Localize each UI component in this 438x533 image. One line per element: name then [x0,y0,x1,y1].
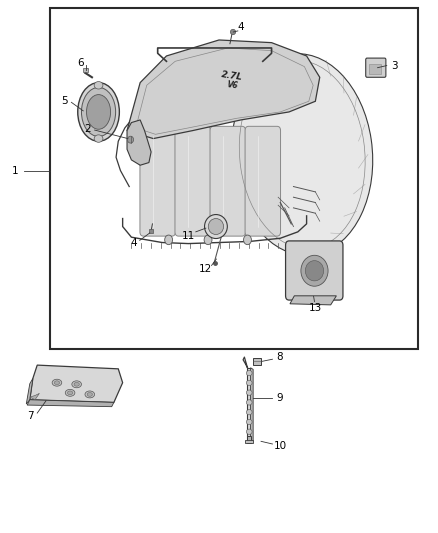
FancyBboxPatch shape [175,126,210,236]
FancyBboxPatch shape [140,126,175,236]
Ellipse shape [230,29,236,35]
Text: V6: V6 [226,80,238,91]
Ellipse shape [205,215,227,239]
Ellipse shape [246,429,252,434]
Text: 10: 10 [274,441,287,451]
Ellipse shape [52,379,62,386]
Ellipse shape [208,219,223,235]
Ellipse shape [65,389,75,397]
Text: 3: 3 [391,61,398,70]
Text: 2.7L: 2.7L [221,70,244,82]
Bar [149,229,153,233]
Polygon shape [290,296,336,305]
Ellipse shape [246,380,252,385]
Ellipse shape [85,391,95,398]
Ellipse shape [54,381,60,385]
Text: 4: 4 [237,22,244,31]
Polygon shape [251,368,253,441]
Text: 2: 2 [84,124,91,134]
Text: 13: 13 [309,303,322,313]
Text: 1: 1 [12,166,19,175]
Text: 11: 11 [182,231,195,240]
Text: 9: 9 [276,393,283,403]
FancyBboxPatch shape [210,126,245,236]
Ellipse shape [127,136,134,143]
Ellipse shape [94,82,103,89]
Ellipse shape [246,400,252,405]
Ellipse shape [301,255,328,286]
Bar [50,8,418,349]
Ellipse shape [78,83,119,141]
Ellipse shape [81,87,116,136]
Text: 6: 6 [78,58,85,68]
Ellipse shape [204,235,212,245]
Text: 12: 12 [198,264,212,274]
Ellipse shape [244,235,251,245]
Ellipse shape [246,409,252,415]
Bar [253,358,261,365]
Text: 8: 8 [276,352,283,362]
Bar [369,64,381,74]
Ellipse shape [94,135,103,142]
Bar [245,440,253,443]
Ellipse shape [232,54,373,255]
Ellipse shape [74,383,79,386]
Polygon shape [247,368,251,440]
Ellipse shape [165,235,173,245]
Ellipse shape [67,391,73,394]
FancyBboxPatch shape [245,126,280,236]
Polygon shape [26,378,33,404]
Polygon shape [30,393,39,400]
Polygon shape [30,365,123,402]
Text: 7: 7 [27,411,34,421]
Ellipse shape [246,370,252,376]
Ellipse shape [86,95,110,130]
Polygon shape [127,40,320,139]
Polygon shape [127,120,151,165]
Polygon shape [27,400,114,407]
Ellipse shape [72,381,81,387]
Text: 5: 5 [61,96,68,106]
FancyBboxPatch shape [286,241,343,300]
Ellipse shape [246,419,252,425]
Ellipse shape [305,261,324,281]
Ellipse shape [87,392,92,397]
Text: 4: 4 [130,238,137,247]
Ellipse shape [246,390,252,395]
Bar [83,68,88,72]
Bar [247,436,251,443]
FancyBboxPatch shape [366,58,386,77]
